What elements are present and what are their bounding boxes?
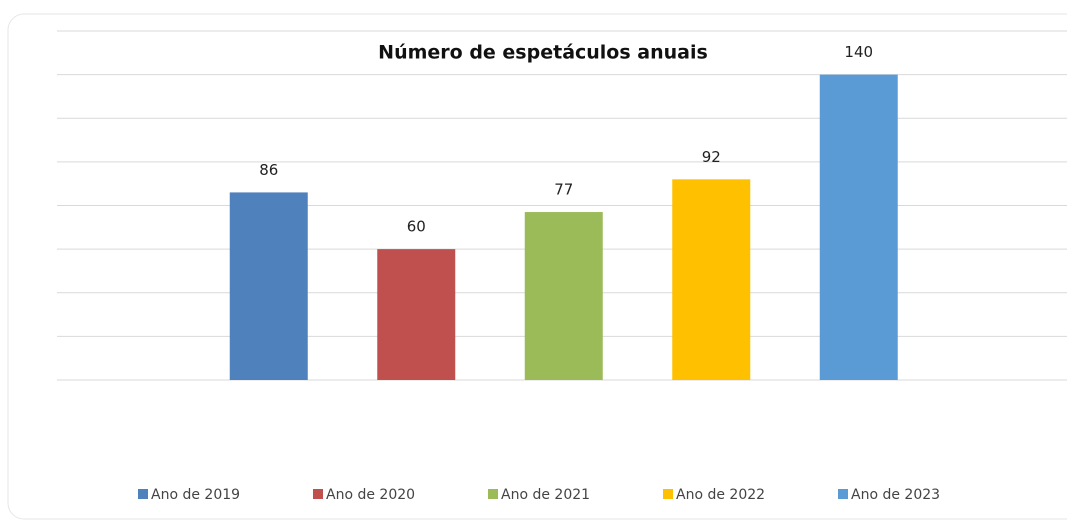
legend-swatch [313,489,323,499]
chart-title: Número de espetáculos anuais [378,42,708,64]
legend-swatch [663,489,673,499]
data-label: 86 [259,161,278,179]
legend-label: Ano de 2023 [851,487,940,503]
legend-swatch [488,489,498,499]
data-label: 140 [844,43,873,61]
legend-label: Ano de 2020 [326,487,415,503]
legend-label: Ano de 2021 [501,487,590,503]
bar [819,74,898,380]
bar [377,249,456,380]
bar [229,192,308,380]
legend-swatch [138,489,148,499]
legend-label: Ano de 2019 [151,487,240,503]
legend-label: Ano de 2022 [676,487,765,503]
data-label: 77 [554,181,573,199]
bar [672,179,751,380]
legend-swatch [838,489,848,499]
data-label: 92 [702,148,721,166]
data-label: 60 [407,218,426,236]
bar [524,212,603,380]
